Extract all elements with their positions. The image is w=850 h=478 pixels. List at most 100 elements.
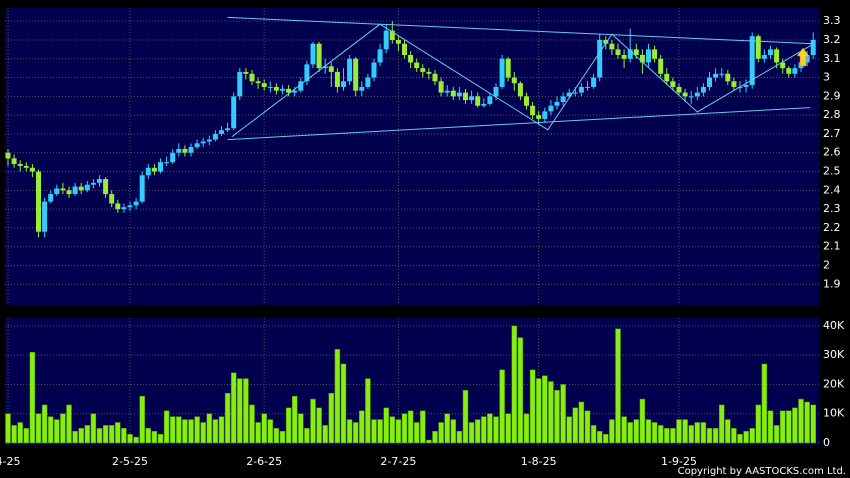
y-tick-label: 2.5 xyxy=(823,165,841,178)
candle-body xyxy=(316,43,322,69)
candle-body xyxy=(511,77,517,84)
candle-body xyxy=(17,164,23,166)
candle-body xyxy=(389,30,395,40)
y-tick-label: 3.2 xyxy=(823,33,841,46)
volume-bar xyxy=(298,413,304,444)
candle-body xyxy=(786,68,792,74)
candle-body xyxy=(438,81,444,93)
volume-bar xyxy=(639,398,646,444)
candle-body xyxy=(493,86,499,97)
trend-line xyxy=(231,23,814,138)
candle-body xyxy=(292,90,298,93)
candle-body xyxy=(432,73,438,82)
volume-tick-label: 20K xyxy=(823,377,845,390)
volume-bar xyxy=(304,428,310,444)
candle-body xyxy=(353,58,359,91)
candle-body xyxy=(286,88,292,93)
volume-bar xyxy=(694,422,701,444)
volume-bar xyxy=(11,425,17,444)
volume-bar xyxy=(529,369,536,444)
volume-bar xyxy=(444,413,450,444)
candle-body xyxy=(158,162,163,172)
candle-body xyxy=(72,186,78,195)
candle-body xyxy=(694,92,700,97)
candle-body xyxy=(219,130,224,134)
candle-body xyxy=(402,43,407,55)
candle-body xyxy=(255,81,261,84)
volume-bar xyxy=(584,410,591,444)
candle-body xyxy=(341,81,346,87)
candle-body xyxy=(66,190,72,195)
y-tick-label: 2.7 xyxy=(823,127,841,140)
candle-body xyxy=(383,30,389,50)
volume-bar xyxy=(261,413,267,444)
volume-bar xyxy=(798,398,804,444)
candle-body xyxy=(481,103,487,106)
candle-body xyxy=(725,73,731,82)
volume-bar xyxy=(462,390,469,444)
volume-bar xyxy=(243,378,249,444)
volume-bar xyxy=(291,395,298,444)
candle-body xyxy=(688,96,694,98)
candle-body xyxy=(127,205,133,208)
candle-body xyxy=(487,96,493,104)
x-tick-label: 2-7-25 xyxy=(380,455,416,468)
candle-body xyxy=(700,86,706,93)
volume-bar xyxy=(407,410,414,444)
volume-bar xyxy=(273,428,280,444)
volume-bar xyxy=(29,351,36,444)
volume-bar xyxy=(84,425,91,444)
volume-bar xyxy=(47,416,54,444)
volume-bar xyxy=(773,425,780,444)
candle-body xyxy=(792,68,798,74)
volume-bar xyxy=(493,416,499,444)
candle-body xyxy=(206,139,212,142)
candle-body xyxy=(194,143,200,148)
volume-bar xyxy=(279,430,286,444)
volume-bar xyxy=(255,422,261,444)
y-tick-label: 2 xyxy=(823,259,830,272)
candle-body xyxy=(560,96,566,102)
volume-bar xyxy=(121,428,127,444)
candle-body xyxy=(103,179,109,195)
x-tick-label: 1-9-25 xyxy=(661,455,697,468)
volume-bar xyxy=(413,422,420,444)
volume-bar xyxy=(139,395,145,444)
candle-body xyxy=(60,188,66,191)
volume-bar xyxy=(322,425,328,444)
volume-bar xyxy=(621,416,627,444)
volume-bar xyxy=(188,419,194,444)
volume-bar xyxy=(566,416,572,444)
volume-bar xyxy=(237,378,243,444)
candle-body xyxy=(237,71,243,97)
candle-body xyxy=(456,92,462,97)
copyright: Copyright by AASTOCKS.com Ltd. xyxy=(678,466,846,477)
candle-body xyxy=(615,49,621,55)
volume-bar xyxy=(78,428,84,444)
volume-bar xyxy=(316,407,322,444)
candle-body xyxy=(682,92,688,97)
candle-body xyxy=(84,184,90,191)
volume-bar xyxy=(487,413,493,444)
volume-bar xyxy=(535,378,542,444)
candle-body xyxy=(743,85,749,87)
volume-bar xyxy=(651,422,658,444)
candle-body xyxy=(176,148,182,153)
x-tick-label: 1-8-25 xyxy=(521,455,557,468)
candle-body xyxy=(426,71,432,74)
y-tick-label: 2.4 xyxy=(823,183,841,196)
candle-body xyxy=(109,194,115,204)
volume-bar xyxy=(578,401,585,444)
candle-body xyxy=(395,39,401,44)
candle-body xyxy=(151,167,157,172)
volume-bar xyxy=(108,425,115,444)
candle-body xyxy=(499,58,505,87)
trend-line xyxy=(227,107,811,141)
y-tick-label: 2.3 xyxy=(823,202,841,215)
volume-bar xyxy=(426,439,432,444)
candle-body xyxy=(212,133,218,140)
candle-body xyxy=(731,81,737,87)
candle-body xyxy=(591,77,597,87)
y-tick-label: 3 xyxy=(823,71,830,84)
volume-bar xyxy=(481,416,487,444)
